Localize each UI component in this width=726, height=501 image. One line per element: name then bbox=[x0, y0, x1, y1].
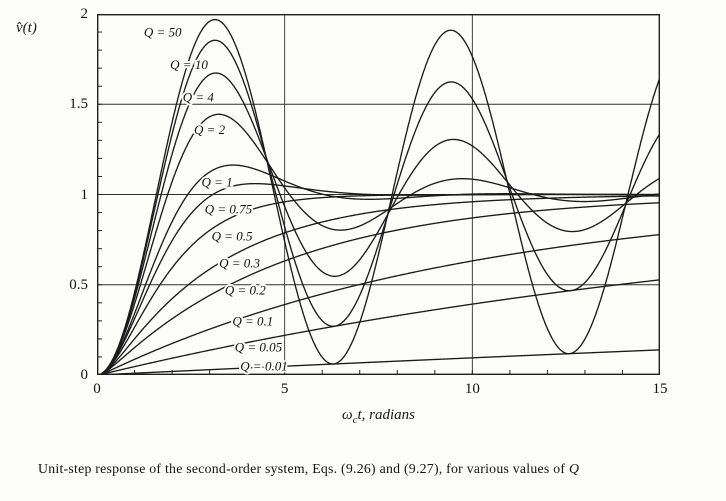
y-tick-label: 1.5 bbox=[69, 96, 88, 113]
curve-label: Q = 0.2 bbox=[225, 283, 266, 298]
plot-border bbox=[97, 14, 660, 375]
curve-label: Q = 0.5 bbox=[212, 229, 253, 244]
curve-label: Q = 50 bbox=[144, 25, 182, 40]
curve-label: Q = 0.1 bbox=[232, 313, 273, 328]
curve-label: Q = 10 bbox=[170, 57, 208, 72]
y-axis-title: v̂(t) bbox=[16, 20, 37, 36]
curve-Q-0.1 bbox=[97, 233, 660, 375]
curve-label: Q = 0.05 bbox=[235, 340, 283, 355]
x-tick-label: 0 bbox=[93, 381, 101, 397]
y-tick-label: 0.5 bbox=[69, 276, 88, 293]
caption-q: Q bbox=[568, 461, 580, 476]
curve-Q-0.05 bbox=[97, 279, 660, 375]
curve-label: Q = 1 bbox=[202, 174, 233, 189]
x-tick-label: 10 bbox=[464, 381, 480, 397]
curve-Q-0.3 bbox=[97, 195, 660, 375]
curve-label: Q = 0.75 bbox=[205, 201, 253, 216]
caption-text: Unit-step response of the second-order s… bbox=[38, 461, 569, 476]
curve-Q-4 bbox=[97, 72, 660, 375]
x-axis-label-rest: t, radians bbox=[357, 407, 415, 423]
figure-caption: Unit-step response of the second-order s… bbox=[38, 461, 706, 477]
curve-Q-0.01 bbox=[97, 349, 660, 375]
curve-label: Q = 2 bbox=[194, 122, 226, 137]
x-axis-label: ωct, radians bbox=[97, 407, 660, 426]
curve-Q-10 bbox=[97, 39, 660, 375]
plot-area: Q = 50 Q = 10 Q = 4 Q = 2 Q = 1 Q = 0.75 Q = 0… bbox=[97, 14, 660, 375]
curve-Q-2 bbox=[97, 113, 660, 375]
curve-label: Q = 0.3 bbox=[219, 256, 260, 271]
curve-Q-1 bbox=[97, 164, 660, 375]
y-tick-label: 2 bbox=[80, 6, 89, 22]
x-axis-label-omega: ω bbox=[342, 407, 353, 423]
x-tick-label: 5 bbox=[280, 381, 289, 397]
curve-Q-0.5 bbox=[97, 193, 660, 375]
chart-svg: Q = 50 Q = 10 Q = 4 Q = 2 Q = 1 Q = 0.75 Q = 0… bbox=[97, 14, 660, 375]
y-tick-label: 1 bbox=[80, 186, 89, 203]
x-tick-label: 15 bbox=[652, 381, 668, 397]
curve-label: Q = 0.01 bbox=[240, 359, 287, 374]
curve-Q-0.2 bbox=[97, 202, 660, 375]
y-tick-label: 0 bbox=[80, 367, 89, 383]
curve-label: Q = 4 bbox=[183, 90, 215, 105]
x-axis-label-subscript: c bbox=[352, 414, 358, 426]
